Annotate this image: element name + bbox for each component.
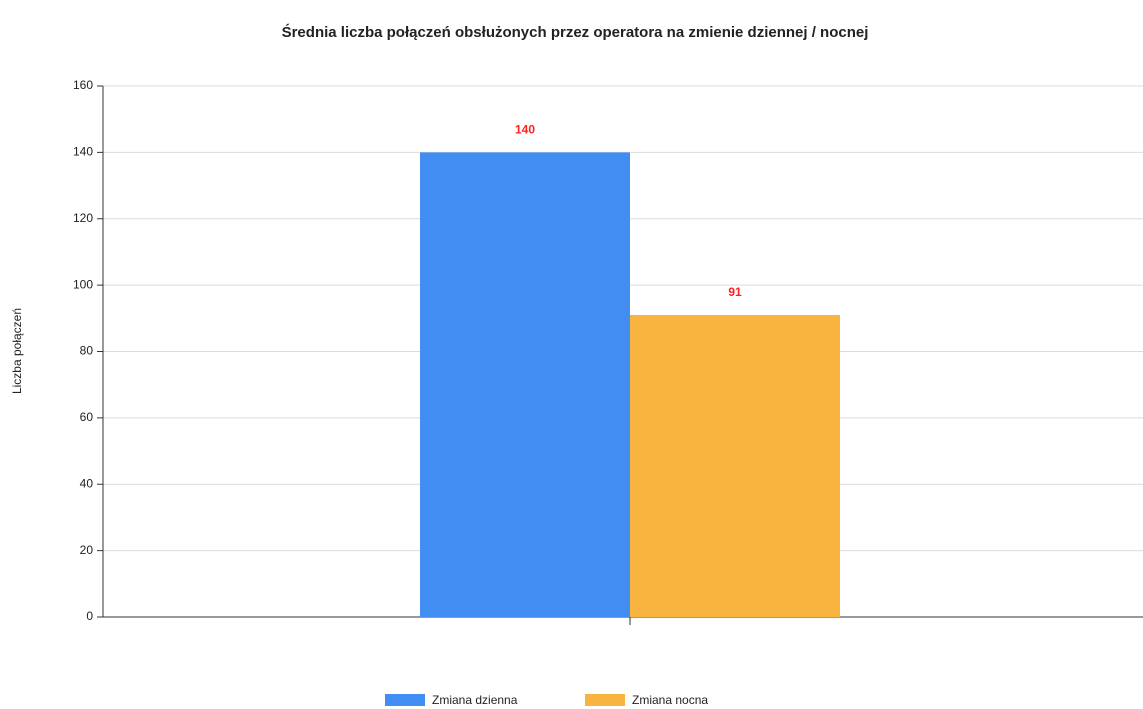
y-tick-label: 100 [73, 277, 93, 291]
y-tick-label: 20 [80, 543, 94, 557]
y-tick-label: 60 [80, 410, 94, 424]
bar [420, 152, 630, 617]
y-tick-label: 80 [80, 344, 94, 358]
y-tick-label: 140 [73, 145, 93, 159]
y-tick-label: 120 [73, 211, 93, 225]
value-label: 140 [515, 123, 535, 137]
value-label: 91 [728, 285, 742, 299]
chart-title: Średnia liczba połączeń obsłużonych prze… [282, 23, 869, 41]
y-tick-label: 0 [86, 609, 93, 623]
y-tick-label: 40 [80, 476, 94, 490]
legend-swatch [385, 694, 425, 706]
y-tick-label: 160 [73, 78, 93, 92]
legend-swatch [585, 694, 625, 706]
legend-label: Zmiana dzienna [432, 693, 518, 707]
bar [630, 314, 840, 617]
legend-label: Zmiana nocna [632, 693, 708, 707]
y-axis-label: Liczba połączeń [10, 308, 24, 394]
